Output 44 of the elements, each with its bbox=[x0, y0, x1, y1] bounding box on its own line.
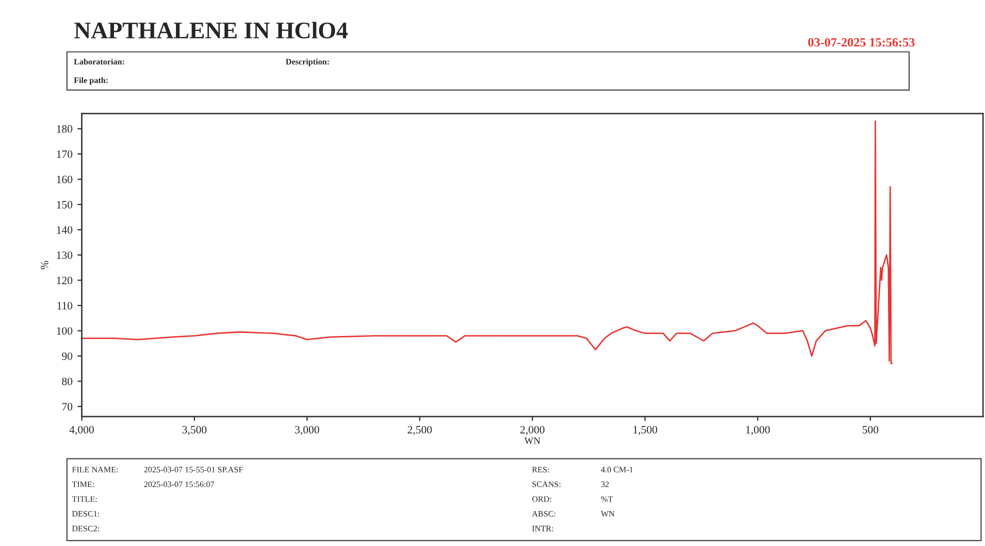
y-tick-label: 110 bbox=[57, 302, 72, 310]
text: %T bbox=[601, 496, 613, 502]
text: TITLE: bbox=[72, 496, 97, 502]
x-tick-label: 500 bbox=[862, 426, 878, 434]
y-tick-label: 170 bbox=[57, 150, 72, 158]
y-tick-label: 180 bbox=[57, 125, 72, 133]
x-axis-title: WN bbox=[524, 437, 540, 444]
text: DESC2: bbox=[72, 526, 100, 532]
text: RES: bbox=[532, 466, 549, 472]
line-series bbox=[82, 120, 893, 364]
chart-subtitle: 03-07-2025 15:56:53 bbox=[808, 38, 915, 47]
y-tick-label: 120 bbox=[57, 276, 72, 284]
text: Description: bbox=[286, 58, 329, 66]
text: File path: bbox=[74, 77, 108, 85]
y-tick-label: 130 bbox=[57, 251, 72, 259]
text: FILE NAME: bbox=[72, 466, 118, 472]
x-tick-label: 2,500 bbox=[408, 426, 432, 436]
y-tick-label: 150 bbox=[57, 200, 72, 208]
y-axis-title: % bbox=[40, 260, 48, 270]
text: TIME: bbox=[72, 482, 94, 488]
text: 2025-03-07 15-55-01 SP.ASF bbox=[144, 466, 243, 472]
x-tick-label: 3,500 bbox=[182, 426, 206, 436]
text: INTR: bbox=[532, 526, 553, 532]
y-tick-label: 100 bbox=[57, 327, 72, 335]
text: ORD: bbox=[532, 496, 552, 502]
text: 2025-03-07 15:56:07 bbox=[144, 481, 214, 488]
chart-title: NAPTHALENE IN HClO4 bbox=[74, 22, 348, 38]
x-tick-label: 2,000 bbox=[520, 426, 544, 436]
x-tick-label: 3,000 bbox=[295, 426, 320, 436]
y-tick-label: 160 bbox=[57, 176, 72, 184]
x-tick-label: 1,500 bbox=[634, 426, 658, 436]
x-tick-label: 4,000 bbox=[69, 426, 94, 436]
y-tick-label: 70 bbox=[62, 402, 72, 410]
text: ABSC: bbox=[532, 511, 556, 517]
text: SCANS: bbox=[532, 482, 560, 488]
text: Laboratorian: bbox=[74, 58, 124, 65]
text: DESC1: bbox=[72, 511, 100, 517]
text: 4.0 CM-1 bbox=[601, 466, 633, 472]
text: WN bbox=[600, 511, 615, 517]
x-tick-label: 1,000 bbox=[746, 426, 770, 436]
y-tick-label: 90 bbox=[62, 352, 72, 360]
y-tick-label: 80 bbox=[62, 378, 72, 386]
y-tick-label: 140 bbox=[57, 226, 72, 234]
text: 32 bbox=[601, 482, 609, 488]
